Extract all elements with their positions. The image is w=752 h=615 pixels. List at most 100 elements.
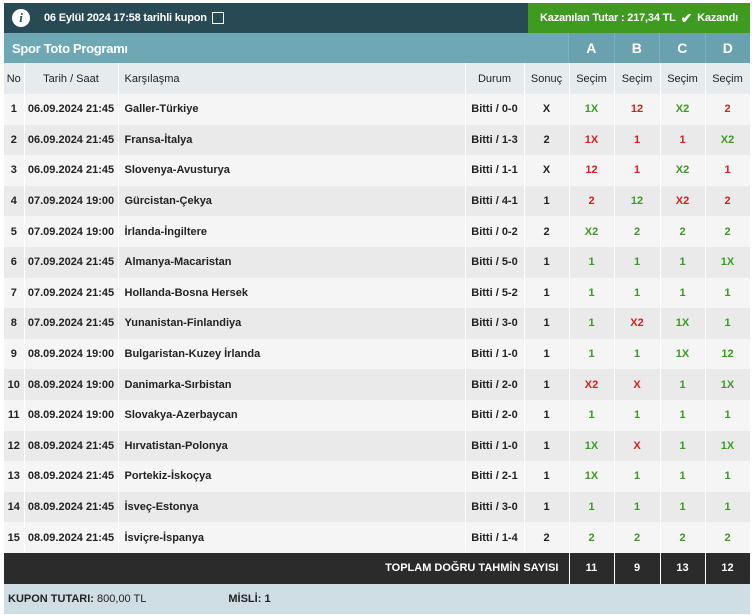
total-b: 9 (614, 552, 661, 584)
column-d: D (704, 33, 750, 63)
row-date: 07.09.2024 21:45 (24, 277, 119, 309)
edit-icon[interactable] (211, 12, 224, 24)
multiplier-value: 1 (264, 592, 271, 605)
row-pick-d: 2 (705, 522, 751, 553)
row-pick-c: 1 (660, 124, 706, 156)
row-no: 14 (4, 491, 25, 523)
row-date: 06.09.2024 21:45 (24, 94, 119, 125)
row-pick-c: 1 (660, 246, 706, 278)
row-pick-d: 1X (705, 369, 751, 400)
row-date: 08.09.2024 19:00 (24, 399, 119, 431)
row-pick-c: 1 (660, 491, 706, 523)
row-pick-d: 1X (705, 430, 751, 462)
row-pick-c: 1 (660, 277, 706, 309)
header-no: No (4, 63, 25, 94)
row-status: Bitti / 3-0 (465, 308, 525, 339)
row-pick-b: 1 (614, 491, 661, 523)
winnings-amount: Kazanılan Tutar : 217,34 TL (540, 12, 676, 24)
column-c: C (659, 33, 705, 63)
row-pick-c: X2 (660, 155, 706, 186)
row-result: 1 (524, 430, 570, 462)
row-status: Bitti / 5-2 (465, 277, 525, 309)
program-title: Spor Toto Programı (12, 40, 128, 56)
row-date: 08.09.2024 21:45 (24, 461, 119, 492)
row-date: 08.09.2024 19:00 (24, 369, 119, 400)
table-row: 14 08.09.2024 21:45 İsveç-Estonya Bitti / 3… (4, 491, 751, 523)
row-match: Yunanistan-Finlandiya (118, 308, 466, 339)
row-pick-a: 1 (569, 491, 615, 523)
row-pick-b: 1 (614, 124, 661, 156)
column-b: B (613, 33, 659, 63)
header-result: Sonuç (524, 63, 570, 94)
row-status: Bitti / 1-4 (465, 522, 525, 553)
row-pick-c: X2 (660, 94, 706, 125)
row-result: 2 (524, 216, 570, 247)
table-row: 12 08.09.2024 21:45 Hırvatistan-Polonya Bit… (4, 430, 751, 462)
totals-row: TOPLAM DOĞRU TAHMİN SAYISI 11 9 13 12 (4, 552, 751, 584)
row-no: 3 (4, 155, 25, 186)
header-pick-c: Seçim (660, 63, 706, 94)
multiplier-label: MİSLİ: (228, 592, 262, 605)
amount-label: KUPON TUTARI: (8, 592, 94, 605)
row-match: Hırvatistan-Polonya (118, 430, 466, 462)
row-date: 08.09.2024 21:45 (24, 522, 119, 553)
row-status: Bitti / 2-0 (465, 369, 525, 400)
row-status: Bitti / 5-0 (465, 246, 525, 278)
row-pick-b: 1 (614, 338, 661, 370)
info-icon[interactable]: i (12, 9, 30, 27)
table-row: 5 07.09.2024 19:00 İrlanda-İngiltere Bitti … (4, 216, 751, 247)
row-no: 7 (4, 277, 25, 309)
row-status: Bitti / 1-0 (465, 338, 525, 370)
row-match: İsviçre-İspanya (118, 522, 466, 553)
row-date: 07.09.2024 19:00 (24, 216, 119, 247)
row-pick-d: 1 (705, 308, 751, 339)
row-match: Fransa-İtalya (118, 124, 466, 156)
table-row: 3 06.09.2024 21:45 Slovenya-Avusturya Bitti… (4, 155, 751, 186)
table-row: 9 08.09.2024 19:00 Bulgaristan-Kuzey İrlan… (4, 338, 751, 370)
row-pick-a: 2 (569, 185, 615, 217)
row-pick-b: X (614, 430, 661, 462)
row-pick-b: 1 (614, 246, 661, 278)
row-pick-a: 1 (569, 399, 615, 431)
row-no: 6 (4, 246, 25, 278)
row-pick-a: 1X (569, 461, 615, 492)
row-date: 06.09.2024 21:45 (24, 155, 119, 186)
program-bar: Spor Toto Programı A B C D (4, 33, 750, 63)
header-pick-a: Seçim (569, 63, 615, 94)
row-result: 1 (524, 399, 570, 431)
row-result: 1 (524, 461, 570, 492)
coupon-amount: 800,00 TL (97, 592, 147, 605)
row-match: Galler-Türkiye (118, 94, 466, 125)
row-pick-b: 1 (614, 155, 661, 186)
row-no: 2 (4, 124, 25, 156)
row-date: 07.09.2024 21:45 (24, 246, 119, 278)
row-pick-a: 1 (569, 338, 615, 370)
row-match: Bulgaristan-Kuzey İrlanda (118, 338, 466, 370)
row-result: 1 (524, 185, 570, 217)
row-no: 9 (4, 338, 25, 370)
row-pick-b: 1 (614, 399, 661, 431)
row-no: 12 (4, 430, 25, 462)
row-pick-c: 1 (660, 369, 706, 400)
row-no: 8 (4, 308, 25, 339)
row-pick-a: 1 (569, 308, 615, 339)
row-status: Bitti / 4-1 (465, 185, 525, 217)
row-pick-c: 1 (660, 430, 706, 462)
row-status: Bitti / 0-0 (465, 94, 525, 125)
table-row: 2 06.09.2024 21:45 Fransa-İtalya Bitti / 1-… (4, 124, 751, 156)
row-result: 2 (524, 124, 570, 156)
table-row: 6 07.09.2024 21:45 Almanya-Macaristan Bitti… (4, 246, 751, 278)
row-pick-b: 12 (614, 94, 661, 125)
row-no: 15 (4, 522, 25, 553)
coupon-footer: KUPON TUTARI: 800,00 TL MİSLİ: 1 (4, 583, 750, 614)
row-pick-c: 1 (660, 399, 706, 431)
row-match: Portekiz-İskoçya (118, 461, 466, 492)
row-date: 08.09.2024 19:00 (24, 338, 119, 370)
row-pick-a: 1X (569, 430, 615, 462)
table-row: 8 07.09.2024 21:45 Yunanistan-Finlandiya Bi… (4, 308, 751, 339)
column-a: A (568, 33, 614, 63)
row-pick-c: X2 (660, 185, 706, 217)
row-no: 11 (4, 399, 25, 431)
row-pick-a: 2 (569, 522, 615, 553)
row-pick-a: 12 (569, 155, 615, 186)
